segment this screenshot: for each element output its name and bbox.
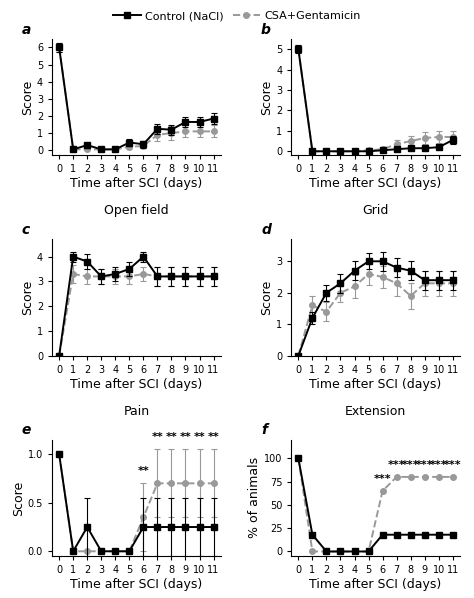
Text: Open field: Open field xyxy=(104,205,169,217)
X-axis label: Time after SCI (days): Time after SCI (days) xyxy=(70,578,202,591)
Text: ***: *** xyxy=(444,460,462,470)
Y-axis label: Score: Score xyxy=(260,80,273,115)
X-axis label: Time after SCI (days): Time after SCI (days) xyxy=(310,578,442,591)
X-axis label: Time after SCI (days): Time after SCI (days) xyxy=(70,177,202,190)
Text: **: ** xyxy=(165,432,177,443)
X-axis label: Time after SCI (days): Time after SCI (days) xyxy=(310,177,442,190)
Text: **: ** xyxy=(137,466,149,477)
Text: ***: *** xyxy=(430,460,447,470)
Text: e: e xyxy=(22,423,31,437)
Text: **: ** xyxy=(180,432,191,443)
Text: a: a xyxy=(22,23,31,36)
X-axis label: Time after SCI (days): Time after SCI (days) xyxy=(310,377,442,390)
Text: **: ** xyxy=(208,432,219,443)
Text: Pain: Pain xyxy=(123,405,149,417)
Text: ***: *** xyxy=(374,474,392,484)
Y-axis label: Score: Score xyxy=(260,280,273,315)
Text: ***: *** xyxy=(402,460,419,470)
Text: Grid: Grid xyxy=(362,205,389,217)
X-axis label: Time after SCI (days): Time after SCI (days) xyxy=(70,377,202,390)
Text: b: b xyxy=(261,23,271,36)
Text: **: ** xyxy=(152,432,164,443)
Text: c: c xyxy=(22,223,30,237)
Text: ***: *** xyxy=(388,460,405,470)
Text: **: ** xyxy=(194,432,205,443)
Y-axis label: Score: Score xyxy=(21,280,34,315)
Text: d: d xyxy=(261,223,271,237)
Text: ***: *** xyxy=(416,460,434,470)
Y-axis label: Score: Score xyxy=(12,480,25,515)
Text: Extension: Extension xyxy=(345,405,406,417)
Y-axis label: % of animals: % of animals xyxy=(248,457,261,538)
Legend: Control (NaCl), CSA+Gentamicin: Control (NaCl), CSA+Gentamicin xyxy=(109,7,365,26)
Y-axis label: Score: Score xyxy=(21,80,34,115)
Text: f: f xyxy=(261,423,267,437)
